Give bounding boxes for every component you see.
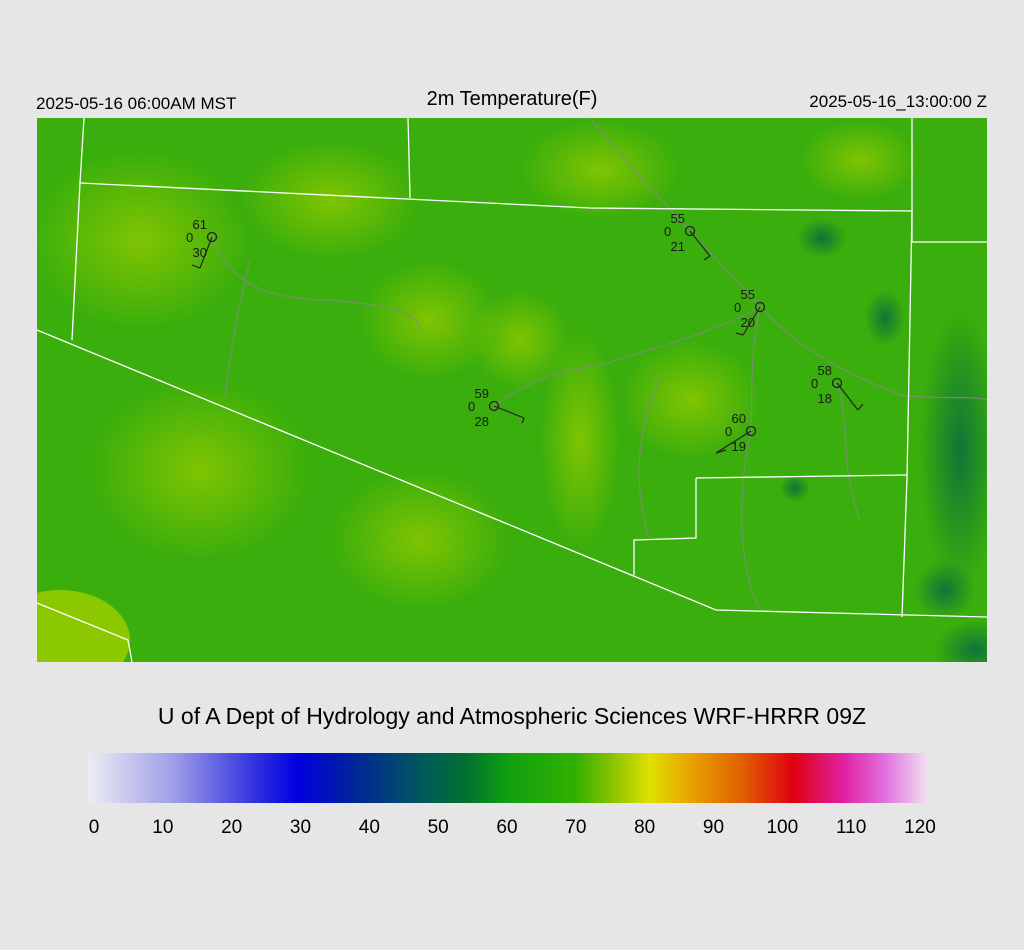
barb-flag [715, 449, 727, 454]
colorbar [88, 753, 927, 803]
colorbar-tick-label: 80 [634, 817, 655, 838]
valid-time-local: 2025-05-16 06:00AM MST [36, 94, 236, 113]
map [37, 118, 987, 662]
station-circle [206, 231, 218, 243]
colorbar-tick-label: 70 [565, 817, 586, 838]
colorbar-ticks: 0 10 20 30 40 50 60 70 80 90 100 110 120 [89, 817, 936, 838]
station-circle [745, 425, 757, 437]
colorbar-tick-label: 10 [152, 817, 173, 838]
wind-barb [836, 382, 859, 411]
station-bottom: 18 [818, 391, 832, 406]
credit: U of A Dept of Hydrology and Atmospheric… [158, 703, 866, 729]
station-circle [684, 225, 696, 237]
station-left: 0 [734, 300, 741, 315]
station-bottom: 30 [193, 245, 207, 260]
wind-barb [742, 306, 761, 336]
station-temperature: 59 [475, 386, 489, 401]
map-title: 2m Temperature(F) [427, 88, 598, 110]
colorbar-tick-label: 60 [496, 817, 517, 838]
wind-barb [493, 405, 525, 419]
station-temperature: 61 [193, 217, 207, 232]
wind-barb [715, 430, 752, 454]
barb-flag [703, 255, 711, 261]
barb-flag [857, 403, 864, 411]
station-circle [488, 400, 500, 412]
temperature-field [37, 120, 987, 662]
valid-time-utc: 2025-05-16_13:00:00 Z [809, 92, 987, 111]
colorbar-tick-label: 120 [904, 817, 936, 838]
station-left: 0 [811, 376, 818, 391]
station-bottom: 21 [671, 239, 685, 254]
station-bottom: 19 [732, 439, 746, 454]
barb-flag [191, 264, 201, 269]
colorbar-tick-label: 100 [766, 817, 798, 838]
colorbar-tick-label: 50 [428, 817, 449, 838]
station-left: 0 [186, 230, 193, 245]
station-temperature: 55 [671, 211, 685, 226]
colorbar-tick-label: 20 [221, 817, 242, 838]
wind-barb [199, 236, 213, 269]
barb-flag [735, 332, 744, 336]
colorbar-tick-label: 40 [359, 817, 380, 838]
colorbar-tick-label: 0 [89, 817, 100, 838]
boundaries [37, 118, 987, 662]
station-bottom: 28 [475, 414, 489, 429]
terrain-contours [211, 118, 987, 611]
station-temperature: 58 [818, 363, 832, 378]
station-temperature: 60 [732, 411, 746, 426]
station-circle [831, 377, 843, 389]
station-left: 0 [664, 224, 671, 239]
colorbar-tick-label: 90 [703, 817, 724, 838]
station-left: 0 [468, 399, 475, 414]
wind-barb [689, 230, 711, 257]
barb-flag [521, 417, 525, 424]
station-left: 0 [725, 424, 732, 439]
station-circle [754, 301, 766, 313]
colorbar-tick-label: 110 [836, 817, 866, 838]
station-bottom: 20 [741, 315, 755, 330]
colorbar-tick-label: 30 [290, 817, 311, 838]
station-temperature: 55 [741, 287, 755, 302]
